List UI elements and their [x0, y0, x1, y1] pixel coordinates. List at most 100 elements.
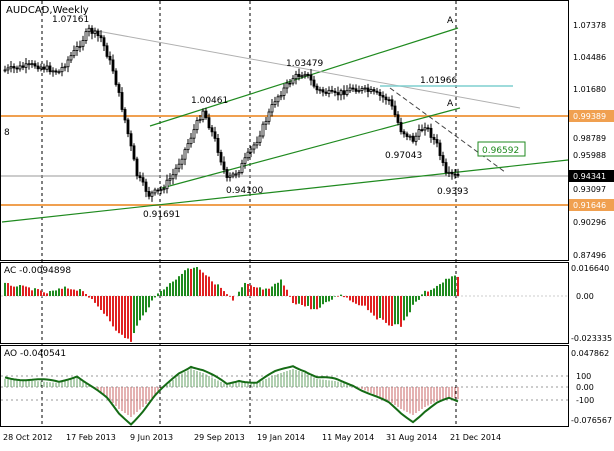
price-axis: 1.07378 1.04486 1.01680 0.98789 0.95988 … — [573, 21, 606, 260]
candle-body — [333, 90, 337, 93]
svg-text:-100: -100 — [576, 396, 594, 405]
support-price-label: 0.91646 — [573, 201, 606, 210]
svg-text:-0.076567: -0.076567 — [571, 416, 612, 425]
candle-body — [198, 119, 202, 122]
support-price-marker — [569, 199, 614, 211]
svg-text:0.90296: 0.90296 — [573, 218, 606, 227]
trendlines[interactable] — [1, 27, 569, 223]
svg-text:100: 100 — [576, 372, 591, 381]
candle-body — [39, 66, 43, 70]
candle-body — [264, 120, 268, 125]
candle-body — [363, 87, 367, 90]
candle-body — [456, 173, 460, 176]
time-gridlines — [41, 1, 457, 426]
current-price-marker — [569, 170, 614, 182]
candle-body — [354, 88, 358, 92]
candle-body — [18, 65, 22, 70]
candle-body — [60, 67, 64, 73]
candle-body — [42, 66, 46, 70]
candle-body — [165, 179, 169, 190]
candle-body — [195, 120, 199, 131]
candle-body — [270, 104, 274, 113]
candles — [3, 24, 460, 202]
candle-body — [336, 92, 340, 96]
candle-body — [351, 87, 355, 90]
candle-body — [243, 157, 247, 164]
candle-body — [324, 91, 328, 94]
svg-text:17 Feb 2013: 17 Feb 2013 — [66, 433, 116, 442]
candle-body — [393, 105, 397, 116]
candle-body — [435, 139, 439, 144]
target-box[interactable] — [477, 141, 526, 157]
candle-body — [30, 63, 34, 66]
svg-text:1.04486: 1.04486 — [573, 53, 606, 62]
candle-body — [411, 135, 415, 142]
candle-body — [231, 173, 235, 177]
candle-body — [204, 110, 208, 119]
candle-body — [360, 88, 364, 91]
annotation-low-2013: 0.91691 — [143, 210, 180, 220]
candle-body — [315, 85, 319, 91]
candle-body — [441, 155, 445, 163]
ao-title: AO -0.040541 — [4, 349, 66, 359]
candle-body — [174, 167, 178, 176]
ac-title: AC -0.0094898 — [4, 266, 71, 276]
candle-body — [6, 67, 10, 71]
candle-body — [417, 129, 421, 137]
candle-body — [276, 96, 280, 103]
annotation-current-low: 0.9393 — [437, 187, 469, 197]
candle-body — [132, 145, 136, 160]
candle-body — [159, 189, 163, 192]
ac-panel[interactable] — [0, 262, 569, 344]
candle-body — [339, 90, 343, 96]
candle-body — [213, 131, 217, 139]
candle-body — [312, 79, 316, 87]
candle-body — [57, 71, 61, 74]
candle-body — [84, 31, 88, 41]
svg-text:9 Jun 2013: 9 Jun 2013 — [130, 433, 173, 442]
candle-body — [78, 45, 82, 48]
candle-body — [69, 55, 73, 61]
svg-text:1.01680: 1.01680 — [573, 85, 606, 94]
left-marker: 8 — [4, 128, 10, 138]
svg-text:29 Sep 2013: 29 Sep 2013 — [194, 433, 245, 442]
wave-label-a-top: A — [447, 16, 454, 26]
candle-body — [327, 89, 331, 94]
candle-body — [387, 99, 391, 102]
annotation-high-2013: 1.07161 — [52, 15, 89, 25]
ao-axis: 0.047862 100 0.00 -100 -0.076567 — [571, 349, 612, 425]
candle-body — [111, 59, 115, 72]
candle-body — [444, 162, 448, 173]
candle-body — [96, 30, 100, 37]
candle-body — [168, 178, 172, 181]
svg-text:19 Jan 2014: 19 Jan 2014 — [257, 433, 305, 442]
candle-body — [36, 65, 40, 70]
resistance-price-label: 0.99389 — [573, 112, 606, 121]
candle-body — [105, 45, 109, 57]
candle-body — [114, 70, 118, 85]
ao-histogram — [4, 369, 459, 417]
candle-body — [90, 27, 94, 34]
candle-body — [3, 69, 7, 72]
candle-body — [219, 152, 223, 163]
candle-body — [153, 189, 157, 194]
svg-text:11 May 2014: 11 May 2014 — [322, 433, 374, 442]
candle-body — [252, 144, 256, 150]
candle-body — [423, 127, 427, 131]
candle-body — [48, 65, 52, 73]
candle-body — [408, 135, 412, 138]
candle-body — [330, 89, 334, 92]
candle-body — [177, 163, 181, 169]
price-panel[interactable] — [0, 0, 569, 261]
candle-body — [117, 84, 121, 93]
wave-label-a-mid: A — [447, 99, 454, 109]
candle-body — [285, 82, 289, 89]
candle-body — [240, 162, 244, 173]
candle-body — [399, 122, 403, 133]
target-box-label: 0.96592 — [482, 146, 519, 156]
mid-channel-trendline — [161, 107, 461, 189]
candle-body — [414, 135, 418, 142]
svg-text:0.00: 0.00 — [576, 383, 594, 392]
